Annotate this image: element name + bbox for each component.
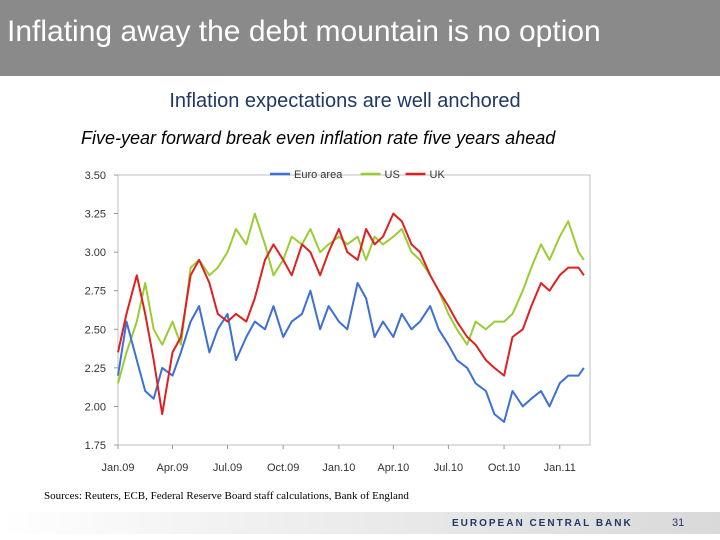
legend-label: UK bbox=[430, 169, 446, 181]
y-tick-label: 3.00 bbox=[85, 247, 106, 259]
y-tick-label: 3.25 bbox=[85, 209, 106, 221]
y-tick-label: 2.50 bbox=[85, 324, 106, 336]
y-tick-label: 1.75 bbox=[85, 440, 106, 452]
series-line-us bbox=[117, 212, 585, 384]
y-tick-label: 3.50 bbox=[85, 170, 106, 182]
x-tick-label: Jan.11 bbox=[544, 462, 576, 474]
title-bar: Inflating away the debt mountain is no o… bbox=[0, 0, 720, 76]
line-chart: 1.75 2.00 2.25 2.50 2.75 3.00 3.25 3.50 Jan.09 Ap… bbox=[85, 169, 591, 474]
y-tick-label: 2.75 bbox=[85, 286, 106, 298]
x-tick-label: Jan.10 bbox=[322, 462, 355, 474]
y-tick-label: 2.00 bbox=[85, 401, 106, 413]
x-tick-label: Oct.10 bbox=[488, 462, 520, 474]
slide-title: Inflating away the debt mountain is no o… bbox=[7, 15, 601, 48]
plot-frame bbox=[117, 174, 591, 446]
chart-title: Five-year forward break even inflation r… bbox=[81, 128, 556, 148]
footer-bank-name: EUROPEAN CENTRAL BANK bbox=[452, 518, 633, 529]
series-line-euro-area bbox=[117, 282, 585, 423]
series-line-uk bbox=[117, 212, 585, 416]
y-tick-label: 2.25 bbox=[85, 363, 106, 375]
x-tick-label: Jul.09 bbox=[213, 462, 242, 474]
slide-headline: Inflation expectations are well anchored bbox=[169, 90, 521, 112]
legend-label: Euro area bbox=[294, 169, 343, 181]
x-tick-label: Apr.10 bbox=[377, 462, 409, 474]
x-tick-label: Oct.09 bbox=[267, 462, 299, 474]
x-tick-label: Jul.10 bbox=[434, 462, 463, 474]
x-tick-label: Jan.09 bbox=[101, 462, 134, 474]
page-number: 31 bbox=[672, 517, 685, 529]
sources-note: Sources: Reuters, ECB, Federal Reserve B… bbox=[44, 490, 409, 502]
x-tick-label: Apr.09 bbox=[157, 462, 189, 474]
footer-bar bbox=[0, 512, 720, 534]
legend-label: US bbox=[385, 169, 400, 181]
